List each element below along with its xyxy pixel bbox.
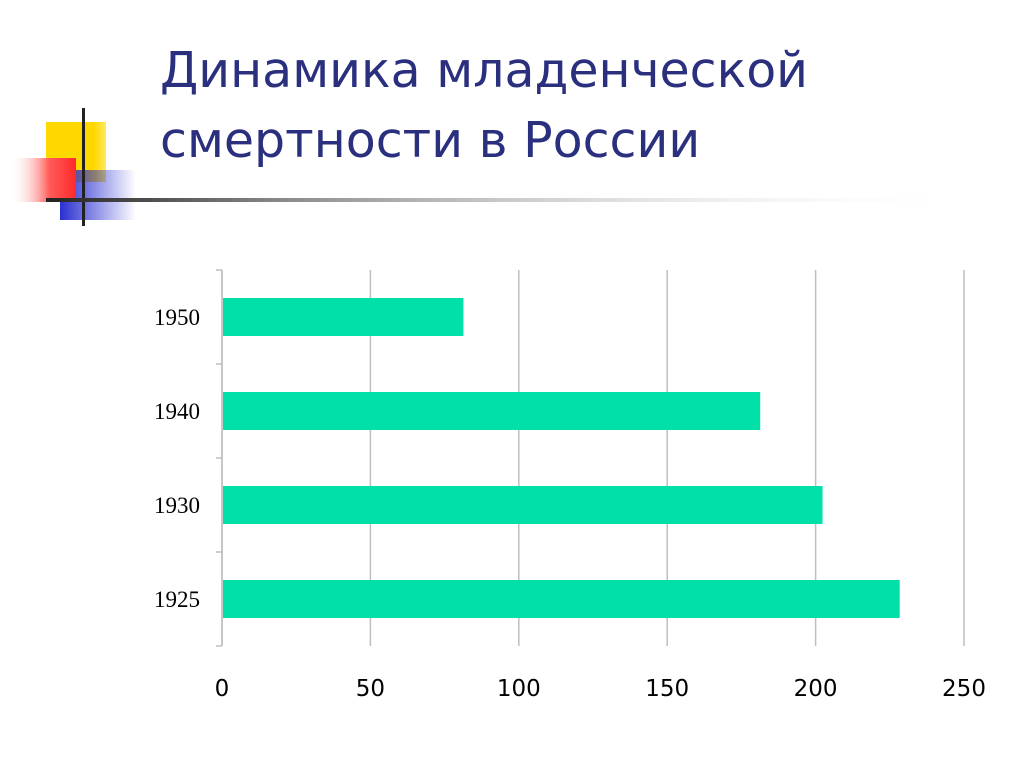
x-tick-label: 250 <box>942 676 986 702</box>
x-tick-label: 150 <box>645 676 689 702</box>
category-label: 1950 <box>154 305 200 330</box>
bar-1940 <box>223 392 761 430</box>
bar-1930 <box>223 486 823 524</box>
title-underline <box>46 198 976 202</box>
x-tick-label: 100 <box>497 676 541 702</box>
category-label: 1940 <box>154 399 200 424</box>
deco-red-square <box>10 158 76 202</box>
category-label: 1930 <box>154 493 200 518</box>
axis-labels: 0 50 100 150 200 250 1950 1940 1930 1925 <box>154 305 986 702</box>
slide-title: Динамика младенческой смертности в Росси… <box>160 36 808 176</box>
x-tick-label: 0 <box>215 676 230 702</box>
bar-1925 <box>223 580 900 618</box>
category-label: 1925 <box>154 587 200 612</box>
title-line-1: Динамика младенческой <box>160 42 809 99</box>
x-tick-label: 200 <box>794 676 838 702</box>
bar-1950 <box>223 298 464 336</box>
title-decoration <box>10 108 976 226</box>
bar-chart: 0 50 100 150 200 250 1950 1940 1930 1925 <box>154 269 986 702</box>
title-line-2: смертности в России <box>160 112 701 169</box>
category-axis <box>216 269 223 647</box>
bars <box>223 298 900 618</box>
x-tick-label: 50 <box>356 676 385 702</box>
deco-vertical-rule <box>82 108 85 226</box>
